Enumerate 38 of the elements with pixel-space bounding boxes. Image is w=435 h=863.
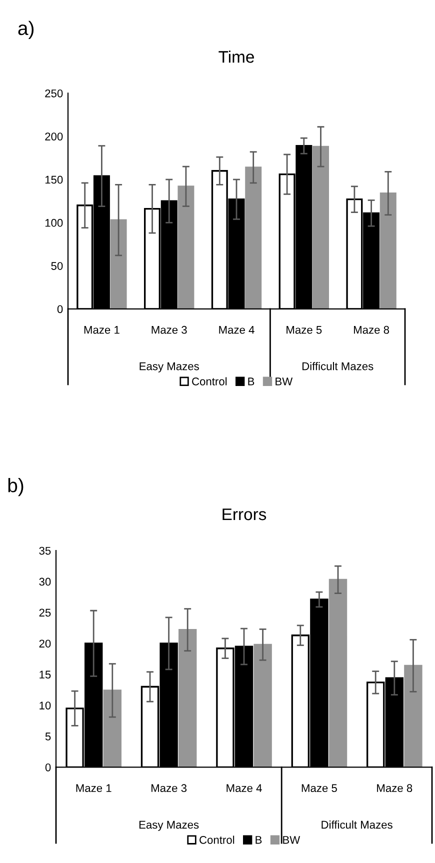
text: Difficult Mazes	[322, 820, 392, 829]
text: Easy Mazes	[139, 820, 199, 831]
legend-label: BW	[283, 836, 300, 844]
y-tick-label: 0	[45, 763, 51, 772]
y-tick-label: 35	[39, 546, 51, 555]
y-tick-label: 150	[45, 176, 63, 184]
x-tick-label: Maze 3	[152, 326, 187, 334]
legend-label: Control	[200, 836, 234, 844]
y-tick-label: 100	[45, 218, 63, 227]
x-tick-label: Maze 8	[354, 326, 390, 334]
x-tick-label: Maze 1	[84, 326, 120, 334]
legend-label: B	[248, 378, 254, 386]
text: Difficult Mazes	[302, 362, 374, 370]
y-tick-label: 25	[39, 608, 51, 617]
x-tick-label: Maze 5	[286, 326, 322, 334]
x-tick-label: Maze 3	[151, 784, 187, 792]
x-tick-label: Maze 5	[302, 784, 337, 792]
text: Easy Mazes	[140, 362, 199, 372]
y-tick-label: 250	[45, 89, 63, 98]
y-tick-label: 5	[45, 732, 51, 740]
legend-label: Control	[192, 377, 227, 386]
y-tick-label: 15	[40, 670, 51, 679]
legend-label: B	[256, 836, 262, 844]
chart-title: Time	[218, 50, 254, 63]
chart-title: Errors	[222, 508, 266, 520]
x-tick-label: Maze 4	[226, 784, 262, 792]
y-tick-label: 0	[57, 305, 63, 314]
y-tick-label: 10	[40, 702, 51, 710]
y-tick-label: 20	[39, 640, 51, 648]
y-tick-label: 50	[51, 262, 63, 270]
text: b)	[8, 478, 24, 496]
text: a)	[18, 20, 34, 39]
x-tick-label: Maze 1	[76, 784, 112, 792]
y-tick-label: 200	[45, 132, 63, 140]
x-tick-label: Maze 4	[219, 326, 254, 334]
legend-label: BW	[276, 378, 293, 386]
y-tick-label: 30	[39, 578, 51, 586]
x-tick-label: Maze 8	[377, 784, 412, 792]
